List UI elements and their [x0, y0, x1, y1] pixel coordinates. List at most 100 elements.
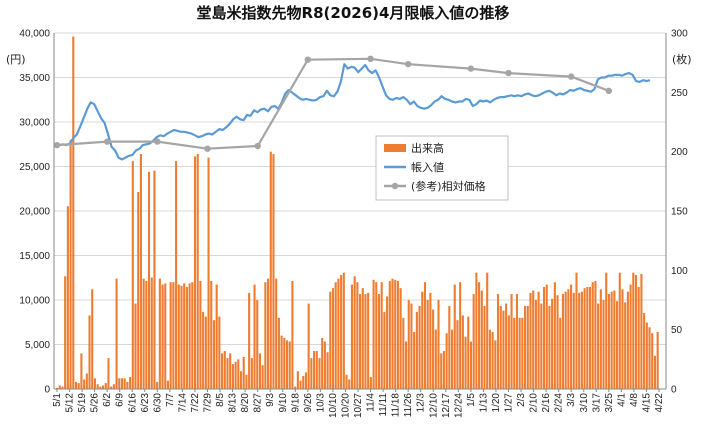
volume-bar [258, 353, 262, 389]
volume-bar [459, 282, 462, 389]
volume-bar [626, 291, 629, 389]
volume-bar [264, 282, 267, 389]
volume-bar [394, 279, 397, 389]
volume-bar [526, 305, 529, 389]
volume-bar [80, 353, 83, 389]
volume-bar [640, 273, 643, 389]
y-left-tick-label: 20,000 [19, 207, 50, 218]
x-tick-label: 8/27 [253, 393, 264, 413]
x-tick-label: 11/18 [391, 393, 402, 418]
y-right-tick-label: 0 [671, 385, 677, 396]
volume-bar [304, 372, 307, 389]
volume-bar [337, 278, 340, 389]
volume-bar [340, 275, 343, 389]
relative-price-marker [53, 141, 61, 149]
volume-bar [331, 288, 335, 389]
volume-bar [172, 282, 175, 389]
chart-title: 堂島米指数先物R8(2026)4月限帳入値の推移 [197, 4, 510, 22]
volume-bar [621, 289, 624, 389]
volume-bar [464, 336, 467, 389]
relative-price-marker [304, 56, 312, 63]
volume-bar [294, 386, 297, 389]
volume-bar [223, 351, 226, 389]
volume-bar [234, 361, 237, 389]
volume-bar [586, 286, 589, 389]
volume-bar [532, 290, 535, 389]
volume-bar [77, 383, 80, 389]
volume-bar [101, 385, 105, 389]
volume-bar [104, 383, 107, 389]
volume-bar [272, 154, 275, 389]
x-tick-label: 9/18 [290, 393, 301, 413]
x-tick-label: 4/1 [616, 393, 627, 407]
volume-bar [456, 320, 459, 389]
volume-bar [315, 351, 318, 389]
volume-bar [648, 327, 651, 389]
x-tick-label: 2/24 [554, 393, 565, 413]
x-tick-label: 7/29 [203, 393, 214, 413]
volume-bar [188, 283, 191, 389]
volume-bar [540, 303, 543, 389]
legend-swatch-bar [384, 144, 406, 152]
volume-bar [372, 279, 375, 389]
y-right-tick-label: 100 [671, 266, 688, 277]
x-tick-label: 1/27 [504, 393, 515, 413]
volume-bar [575, 272, 578, 389]
y-right-tick-label: 250 [671, 88, 688, 99]
x-tick-label: 7/14 [177, 393, 188, 413]
x-tick-label: 8/5 [215, 393, 226, 407]
volume-bar [256, 300, 259, 389]
x-tick-label: 4/15 [641, 393, 652, 413]
volume-bar [139, 154, 142, 389]
x-tick-label: 4/8 [629, 393, 640, 407]
volume-bar [656, 332, 659, 389]
volume-bar [518, 317, 521, 389]
volume-bar [199, 281, 202, 389]
x-tick-label: 6/16 [127, 393, 138, 413]
volume-bar [494, 340, 497, 389]
volume-bar [185, 286, 188, 389]
volume-bar [469, 341, 473, 389]
volume-bar [377, 294, 381, 389]
y-right-tick-label: 300 [671, 29, 688, 40]
volume-bar [191, 282, 194, 389]
volume-bar [399, 288, 402, 389]
volume-bar [442, 351, 445, 389]
relative-price-marker [254, 142, 261, 150]
x-tick-label: 10/27 [353, 393, 364, 418]
x-tick-label: 6/9 [115, 393, 126, 407]
volume-bar [302, 375, 305, 389]
volume-bar [291, 281, 294, 389]
x-tick-label: 1/20 [491, 393, 502, 413]
y-left-ticks: 0 5,000 10,000 15,000 20,000 25,000 30,000 35,0… [19, 29, 50, 396]
volume-bar [467, 316, 470, 389]
volume-bar [391, 278, 394, 389]
volume-bar [359, 294, 362, 389]
volume-bar [207, 157, 210, 389]
volume-bar [529, 292, 532, 389]
volume-bar [505, 303, 508, 389]
volume-bar [472, 294, 475, 389]
x-tick-label: 4/22 [654, 393, 665, 413]
volume-bar [356, 282, 359, 389]
y-left-tick-label: 0 [44, 385, 50, 396]
volume-bar [161, 284, 164, 389]
volume-bar [318, 358, 321, 389]
volume-bar [99, 386, 102, 389]
volume-bar [502, 310, 505, 389]
x-tick-label: 8/13 [228, 393, 239, 413]
volume-bar [93, 378, 96, 389]
volume-bar [580, 291, 583, 389]
volume-bar [618, 272, 621, 389]
volume-bar [74, 381, 78, 389]
volume-bar [429, 292, 432, 389]
volume-bar [267, 278, 270, 389]
volume-bar [229, 353, 232, 389]
volume-bars [56, 36, 659, 390]
volume-bar [169, 282, 172, 389]
volume-bar [131, 161, 134, 389]
volume-bar [164, 283, 167, 389]
volume-bar [478, 282, 481, 389]
volume-bar [542, 286, 546, 389]
volume-bar [634, 275, 638, 389]
